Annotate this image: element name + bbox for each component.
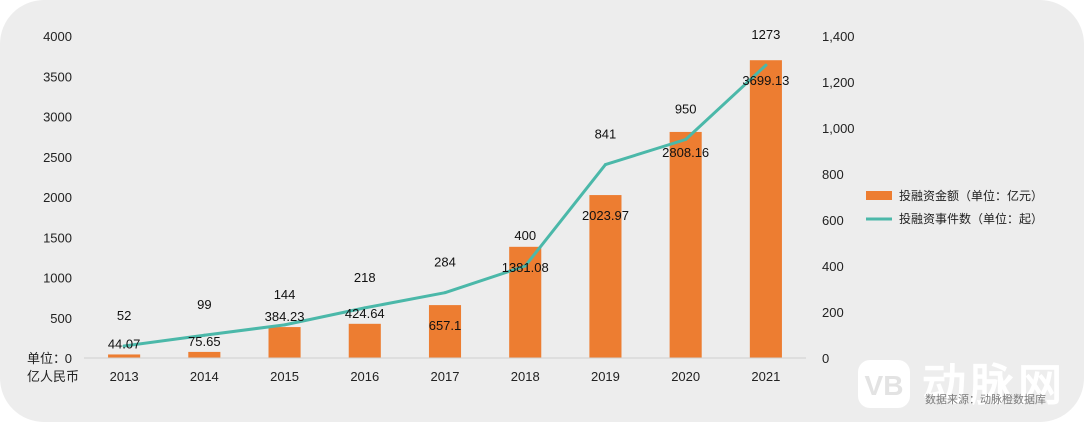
line-point-2019 [603, 163, 607, 167]
line-value-label-2021: 1273 [751, 27, 780, 42]
line-value-label-2013: 52 [117, 308, 131, 323]
bar-value-label-2017: 657.1 [429, 318, 462, 333]
bar-value-label-2018: 1381.08 [502, 260, 549, 275]
left-axis-tick-5: 2500 [43, 150, 72, 165]
data-source: 数据来源：动脉橙数据库 [925, 392, 1046, 406]
line-point-2018 [523, 264, 527, 268]
left-axis-tick-8: 4000 [43, 29, 72, 44]
right-axis-tick-5: 1,000 [822, 121, 855, 136]
x-tick-2014: 2014 [190, 369, 219, 384]
right-axis-tick-0: 0 [822, 351, 829, 366]
left-axis-tick-2: 1000 [43, 271, 72, 286]
x-tick-2020: 2020 [671, 369, 700, 384]
watermark-logo-icon [858, 360, 910, 408]
right-axis-tick-1: 200 [822, 305, 844, 320]
x-tick-2021: 2021 [751, 369, 780, 384]
left-axis-tick-4: 2000 [43, 190, 72, 205]
line-series [122, 63, 768, 348]
bar-value-label-2014: 75.65 [188, 334, 221, 349]
legend-bar-label: 投融资金额（单位：亿元） [899, 188, 1043, 203]
left-axis-tick-1: 500 [50, 311, 72, 326]
left-axis-tick-6: 3000 [43, 110, 72, 125]
bar-2021 [749, 60, 782, 359]
line-value-label-2018: 400 [514, 228, 536, 243]
bar-value-label-2021: 3699.13 [742, 73, 789, 88]
unit-label: 单位： 亿人民币 [27, 351, 79, 384]
bar-2013 [108, 354, 141, 358]
line-value-label-2014: 99 [197, 297, 211, 312]
watermark: VB 动脉网 [858, 360, 1066, 410]
bar-2014 [188, 351, 221, 358]
line-point-2016 [363, 306, 367, 310]
right-axis-tick-4: 800 [822, 167, 844, 182]
right-axis-tick-3: 600 [822, 213, 844, 228]
left-axis-tick-7: 3500 [43, 69, 72, 84]
right-axis-tick-7: 1,400 [822, 29, 855, 44]
line-point-2021 [764, 63, 768, 67]
right-axis-tick-6: 1,200 [822, 75, 855, 90]
line-value-label-2015: 144 [274, 287, 296, 302]
x-tick-2018: 2018 [511, 369, 540, 384]
line-point-2020 [684, 138, 688, 141]
bar-2015 [268, 327, 301, 358]
x-axis: 2013 2014 2015 2016 2017 2018 2019 2020 2021 [84, 357, 806, 384]
bar-2016 [348, 323, 381, 358]
bar-value-label-2019: 2023.97 [582, 208, 629, 223]
left-axis-tick-3: 1500 [43, 230, 72, 245]
x-tick-2017: 2017 [431, 369, 460, 384]
x-tick-2016: 2016 [350, 369, 379, 384]
line-point-2017 [443, 291, 447, 295]
line-value-label-2020: 950 [675, 102, 697, 117]
line-value-label-2016: 218 [354, 270, 376, 285]
data-labels: 44.07 75.65 384.23 424.64 657.1 1381.08 2023.9… [108, 27, 790, 351]
x-tick-2013: 2013 [110, 369, 139, 384]
legend-line-label: 投融资事件数（单位：起） [899, 211, 1043, 226]
bar-2020 [669, 131, 702, 358]
right-axis-tick-2: 400 [822, 259, 844, 274]
watermark-text: 动脉网 [922, 361, 1066, 410]
left-axis-tick-0: 0 [65, 351, 72, 366]
legend-bar-swatch [866, 191, 892, 200]
line-point-2015 [283, 323, 287, 327]
x-tick-2019: 2019 [591, 369, 620, 384]
x-tick-2015: 2015 [270, 369, 299, 384]
bar-2019 [589, 195, 622, 358]
line-point-2014 [202, 333, 206, 337]
left-axis: 0 500 1000 1500 2000 2500 3000 3500 4000 [43, 29, 72, 366]
line-value-label-2019: 841 [595, 127, 617, 142]
bar-value-label-2020: 2808.16 [662, 145, 709, 160]
line-point-2013 [122, 344, 126, 348]
right-axis: 0 200 400 600 800 1,000 1,200 1,400 [822, 29, 855, 366]
legend: 投融资金额（单位：亿元） 投融资事件数（单位：起） [866, 188, 1043, 226]
watermark-logo-text: VB [865, 370, 904, 401]
line-value-label-2017: 284 [434, 255, 456, 270]
bar-value-label-2015: 384.23 [265, 309, 305, 324]
bar-value-label-2013: 44.07 [108, 336, 141, 351]
unit-label-line1: 单位： [27, 351, 66, 366]
bar-2017 [428, 305, 462, 358]
unit-label-line2: 亿人民币 [27, 369, 79, 384]
bar-value-label-2016: 424.64 [345, 306, 385, 321]
